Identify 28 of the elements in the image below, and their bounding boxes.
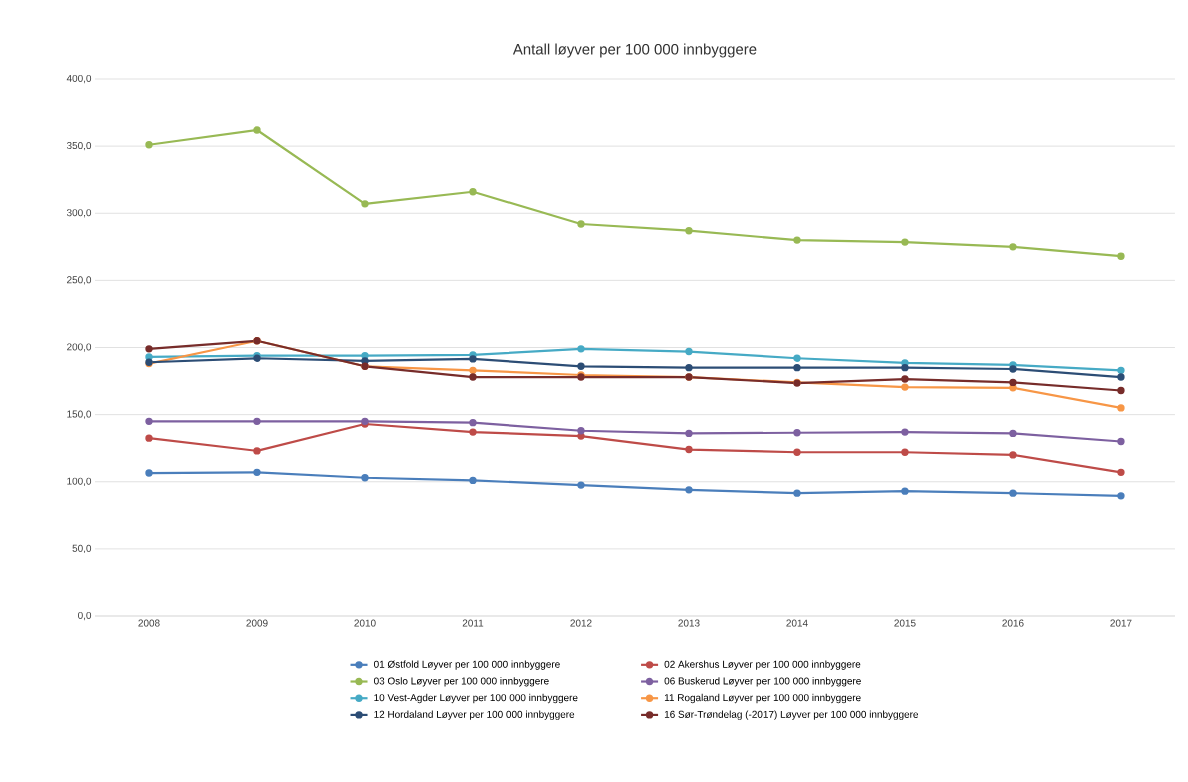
x-tick-label: 2017 bbox=[1110, 619, 1132, 627]
x-tick-label: 2014 bbox=[786, 619, 808, 627]
x-tick-label: 2009 bbox=[246, 619, 268, 627]
y-tick-label: 200,0 bbox=[67, 343, 92, 352]
y-tick-label: 150,0 bbox=[67, 410, 92, 419]
legend-label: 02 Akershus Løyver per 100 000 innbyggere bbox=[664, 660, 861, 670]
legend-label: 03 Oslo Løyver per 100 000 innbyggere bbox=[374, 677, 549, 687]
x-tick-label: 2010 bbox=[354, 619, 376, 627]
y-tick-label: 0,0 bbox=[78, 611, 92, 621]
legend-label: 11 Rogaland Løyver per 100 000 innbyggere bbox=[664, 693, 861, 704]
legend-label: 16 Sør-Trøndelag (-2017) Løyver per 100 000 innbyggere bbox=[664, 710, 919, 720]
y-tick-label: 250,0 bbox=[67, 276, 92, 285]
y-tick-label: 50,0 bbox=[72, 544, 92, 554]
x-tick-label: 2016 bbox=[1002, 619, 1024, 627]
x-tick-label: 2008 bbox=[138, 619, 160, 627]
x-tick-label: 2012 bbox=[570, 619, 592, 627]
legend-label: 10 Vest-Agder Løyver per 100 000 innbyggere bbox=[374, 693, 578, 704]
legend-label: 01 Østfold Løyver per 100 000 innbyggere bbox=[374, 660, 560, 670]
y-tick-label: 100,0 bbox=[67, 477, 92, 486]
y-tick-label: 400,0 bbox=[66, 74, 92, 84]
x-tick-label: 2011 bbox=[462, 619, 484, 627]
y-tick-label: 350,0 bbox=[66, 142, 92, 151]
legend-label: 12 Hordaland Løyver per 100 000 innbyggere bbox=[374, 710, 575, 720]
x-tick-label: 2015 bbox=[894, 619, 916, 627]
y-tick-label: 300,0 bbox=[66, 209, 92, 218]
legend-label: 06 Buskerud Løyver per 100 000 innbyggere bbox=[664, 677, 861, 687]
x-tick-label: 2013 bbox=[678, 619, 700, 627]
chart-title: Antall løyver per 100 000 innbyggere bbox=[512, 43, 757, 58]
